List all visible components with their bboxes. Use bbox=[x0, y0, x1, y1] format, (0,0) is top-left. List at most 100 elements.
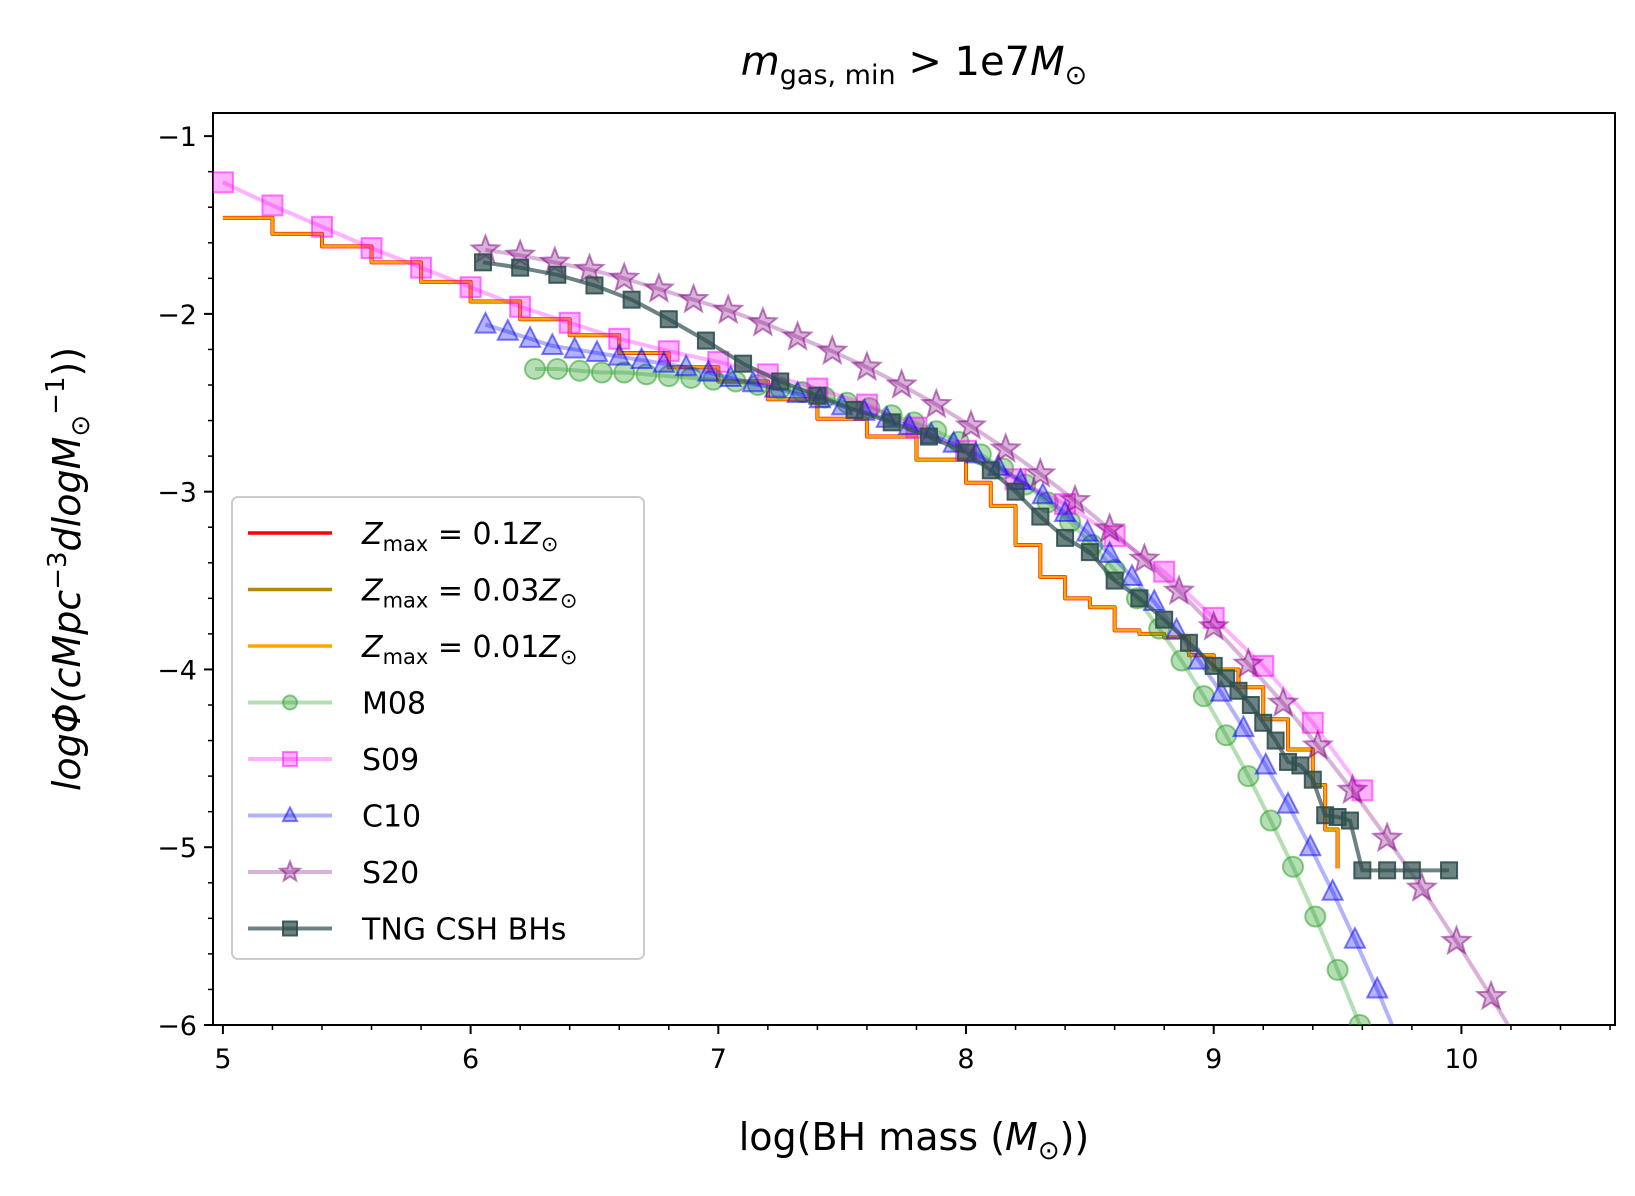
data-point bbox=[919, 427, 938, 446]
data-point bbox=[1105, 571, 1124, 590]
data-point bbox=[568, 359, 591, 382]
data-point bbox=[1162, 574, 1196, 606]
data-point bbox=[548, 265, 567, 284]
data-point bbox=[310, 215, 333, 238]
x-tick-label: 10 bbox=[1444, 1044, 1478, 1075]
data-point bbox=[845, 400, 864, 419]
series-line bbox=[484, 322, 1395, 1025]
x-axis-label-text: log(BH mass (M⊙)) bbox=[739, 1115, 1090, 1166]
data-point bbox=[680, 366, 703, 389]
data-point bbox=[1229, 681, 1248, 700]
data-point bbox=[652, 349, 676, 373]
data-point bbox=[524, 358, 547, 380]
data-point bbox=[540, 332, 564, 355]
data-point bbox=[1304, 905, 1327, 928]
legend-item: Zmax = 0.03Z⊙ bbox=[248, 574, 578, 613]
data-point bbox=[1056, 528, 1075, 547]
data-point bbox=[585, 276, 604, 295]
data-point bbox=[1130, 589, 1149, 608]
data-point bbox=[677, 282, 710, 314]
legend-item: Zmax = 0.01Z⊙ bbox=[248, 630, 578, 669]
data-point bbox=[1155, 610, 1174, 629]
data-point bbox=[1232, 647, 1265, 678]
data-point bbox=[509, 295, 532, 318]
data-point bbox=[1348, 1014, 1371, 1025]
legend-item: S09 bbox=[248, 743, 419, 778]
data-point bbox=[558, 311, 581, 334]
data-point bbox=[473, 253, 492, 272]
x-axis: 5 6 7 8 9 10 bbox=[214, 1025, 1611, 1075]
series-line bbox=[485, 247, 1511, 1025]
data-point bbox=[1303, 770, 1322, 789]
data-point bbox=[696, 358, 721, 382]
data-point bbox=[954, 408, 988, 440]
x-tick-label: 9 bbox=[1205, 1044, 1222, 1075]
data-point bbox=[1440, 924, 1473, 956]
series-tng-csh-bhs bbox=[473, 253, 1459, 880]
legend-label: Zmax = 0.01Z⊙ bbox=[361, 630, 578, 669]
series-s20 bbox=[469, 232, 1511, 1025]
data-point bbox=[1301, 711, 1324, 734]
legend-item: Zmax = 0.1Z⊙ bbox=[248, 517, 558, 556]
y-axis-label-text: logΦ(cMpc−3dlogM⊙−1)) bbox=[41, 347, 96, 791]
data-point bbox=[496, 317, 520, 341]
legend-label: S09 bbox=[362, 743, 419, 778]
data-point bbox=[1179, 633, 1198, 652]
y-tick-label: −1 bbox=[157, 122, 197, 153]
data-point bbox=[1128, 542, 1161, 574]
data-point bbox=[1474, 979, 1508, 1011]
data-point bbox=[613, 361, 636, 384]
x-tick-label: 7 bbox=[710, 1044, 727, 1075]
data-point bbox=[1353, 861, 1372, 880]
y-tick-label: −2 bbox=[157, 300, 197, 331]
data-point bbox=[1093, 511, 1126, 543]
data-point bbox=[1340, 811, 1359, 830]
x-tick-label: 5 bbox=[214, 1044, 231, 1075]
data-point bbox=[808, 386, 827, 405]
data-point bbox=[1053, 499, 1077, 523]
data-point bbox=[920, 387, 953, 419]
data-point bbox=[635, 363, 658, 386]
legend-marker bbox=[277, 858, 303, 883]
data-point bbox=[741, 369, 765, 393]
legend-item: M08 bbox=[248, 687, 426, 722]
data-point bbox=[885, 367, 918, 399]
data-point bbox=[1006, 482, 1025, 501]
plot-frame bbox=[212, 112, 1616, 1026]
data-point bbox=[1031, 481, 1055, 505]
data-point bbox=[1276, 790, 1300, 814]
data-point bbox=[850, 350, 884, 382]
data-point bbox=[1024, 456, 1057, 488]
y-tick-label: −4 bbox=[157, 655, 197, 686]
legend-marker bbox=[282, 751, 298, 767]
y-tick-label: −3 bbox=[157, 478, 197, 509]
data-point bbox=[771, 372, 790, 391]
data-point bbox=[1080, 543, 1099, 562]
data-point bbox=[1231, 714, 1256, 738]
y-tick-label: −5 bbox=[157, 833, 197, 864]
series-c10 bbox=[473, 310, 1395, 1025]
data-point bbox=[1120, 563, 1144, 587]
data-point bbox=[1281, 855, 1304, 878]
legend-item: C10 bbox=[248, 800, 421, 835]
data-point bbox=[511, 258, 530, 277]
data-point bbox=[546, 358, 569, 380]
data-point bbox=[1405, 870, 1439, 902]
data-point bbox=[1365, 975, 1389, 999]
data-point bbox=[1266, 686, 1300, 718]
data-point bbox=[622, 290, 641, 309]
data-point bbox=[957, 443, 976, 462]
data-point bbox=[1372, 1074, 1392, 1094]
data-point bbox=[585, 339, 609, 363]
data-point bbox=[213, 171, 234, 194]
x-tick-label: 8 bbox=[957, 1044, 974, 1075]
data-point bbox=[563, 335, 587, 359]
data-point bbox=[981, 461, 1000, 480]
data-point bbox=[1237, 765, 1260, 788]
data-point bbox=[711, 293, 745, 325]
data-point bbox=[1153, 560, 1176, 583]
data-point bbox=[1402, 861, 1421, 880]
data-point bbox=[1254, 713, 1273, 732]
series-s09 bbox=[213, 171, 1374, 802]
